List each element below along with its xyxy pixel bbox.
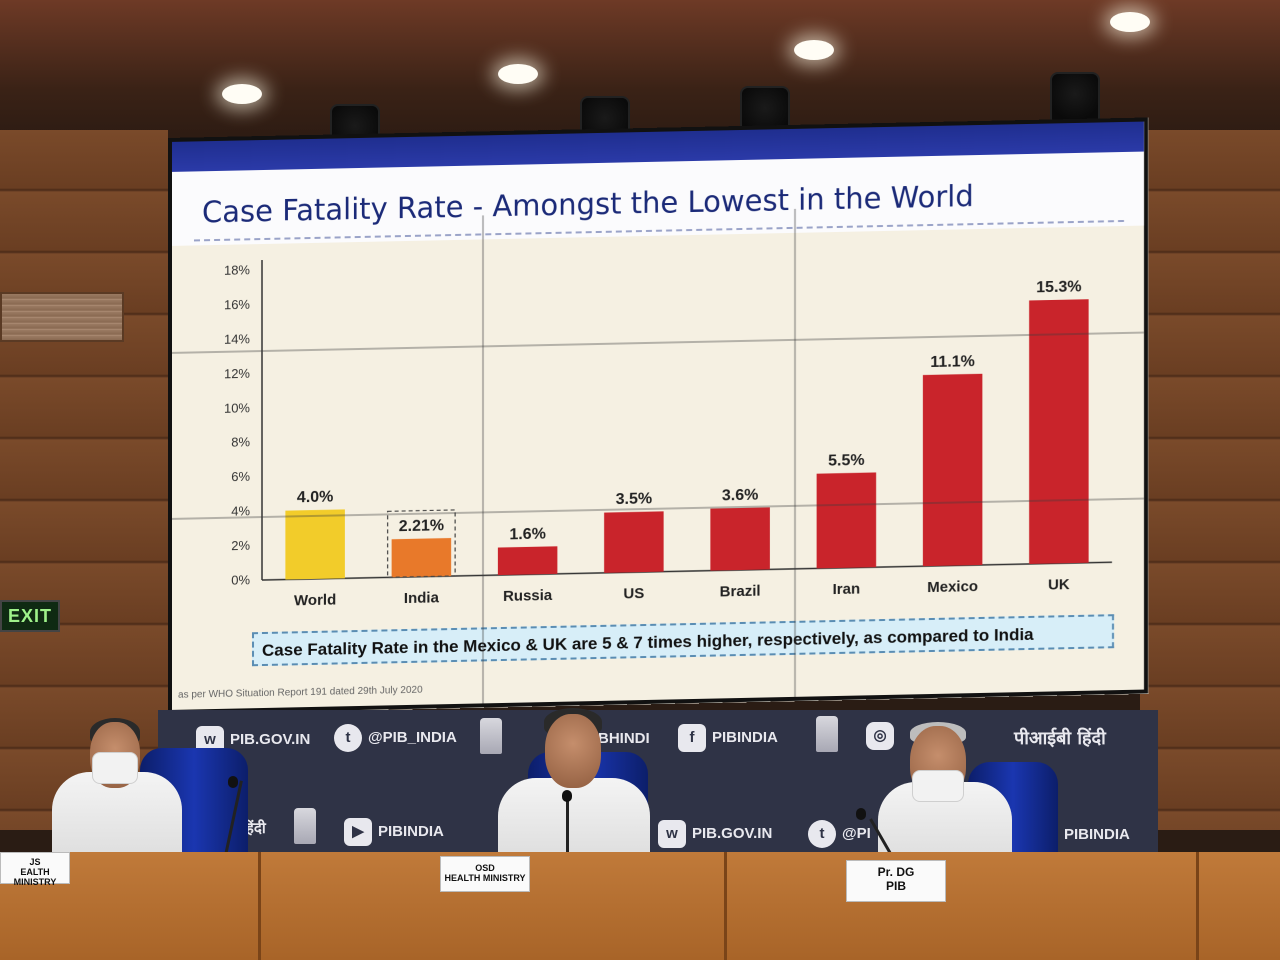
ceiling-light	[222, 84, 262, 104]
display-panel-seam	[794, 208, 796, 697]
category-label-mexico: Mexico	[927, 578, 978, 596]
speaker-center-head	[545, 714, 601, 788]
y-tick-label: 16%	[224, 297, 250, 313]
bar-uk	[1029, 299, 1089, 564]
category-label-india: India	[404, 589, 440, 607]
y-tick-label: 18%	[224, 262, 250, 278]
wall-vent	[0, 292, 124, 342]
y-tick-label: 12%	[224, 366, 250, 382]
value-label-us: 3.5%	[616, 491, 652, 509]
value-label-mexico: 11.1%	[930, 353, 974, 371]
exit-sign: EXIT	[0, 600, 60, 632]
category-label-world: World	[294, 591, 336, 609]
instagram-icon: ◎	[866, 722, 894, 750]
display-panel-seam	[482, 215, 484, 704]
y-tick-label: 0%	[231, 572, 250, 587]
y-tick-label: 10%	[224, 400, 250, 416]
twitter-icon: t	[808, 820, 836, 848]
microphone	[228, 776, 238, 788]
nameplate-center-dept: HEALTH MINISTRY	[444, 873, 526, 883]
ceiling-light	[1110, 12, 1150, 32]
bar-us	[604, 511, 664, 573]
national-emblem-icon	[816, 716, 838, 752]
speaker-right-mask	[912, 770, 964, 802]
value-label-iran: 5.5%	[828, 452, 864, 470]
ceiling-light	[498, 64, 538, 84]
speaker-center-body	[498, 778, 650, 858]
category-label-russia: Russia	[503, 587, 553, 605]
y-tick-label: 4%	[231, 503, 250, 518]
category-label-brazil: Brazil	[720, 583, 761, 601]
nameplate-center: OSD HEALTH MINISTRY	[440, 856, 530, 892]
bar-russia	[497, 546, 558, 576]
facebook-icon: f	[678, 724, 706, 752]
y-tick-label: 6%	[231, 469, 250, 484]
backdrop-facebook: f PIBINDIA	[678, 724, 778, 752]
ceiling-light	[794, 40, 834, 60]
speaker-left-mask	[92, 752, 138, 784]
wood-wall-right	[1140, 130, 1280, 830]
backdrop-youtube: ▶ PIBINDIA	[344, 818, 444, 846]
nameplate-right-title: Pr. DG	[877, 865, 915, 879]
value-label-uk: 15.3%	[1036, 278, 1081, 296]
wood-wall-left	[0, 130, 168, 830]
microphone	[562, 790, 572, 802]
microphone-stand	[566, 796, 569, 856]
bar-mexico	[922, 373, 983, 567]
nameplate-left-title: JS	[29, 857, 41, 867]
nameplate-center-title: OSD	[475, 863, 495, 873]
national-emblem-icon	[294, 808, 316, 844]
press-table	[0, 852, 1280, 960]
table-seam	[1196, 852, 1199, 960]
value-label-brazil: 3.6%	[722, 487, 758, 505]
twitter-icon: t	[334, 724, 362, 752]
backdrop-website-2: w PIB.GOV.IN	[658, 820, 772, 848]
backdrop-twitter: t @PIB_INDIA	[334, 724, 457, 752]
projection-screen: Case Fatality Rate - Amongst the Lowest …	[168, 117, 1148, 714]
bar-brazil	[710, 507, 770, 571]
highlight-box	[387, 509, 456, 579]
backdrop-hindi-fragment: BHINDI	[598, 730, 650, 747]
youtube-icon: ▶	[344, 818, 372, 846]
backdrop-hindi-name: पीआईबी हिंदी	[1014, 728, 1106, 749]
microphone	[856, 808, 866, 820]
y-tick-label: 14%	[224, 331, 250, 347]
category-label-uk: UK	[1048, 576, 1070, 593]
www-icon: w	[658, 820, 686, 848]
value-label-india: 2.21%	[399, 517, 444, 535]
backdrop-twitter-2: t @PI	[808, 820, 871, 848]
nameplate-left: JS EALTH MINISTRY	[0, 852, 70, 887]
y-tick-label: 8%	[231, 434, 250, 449]
nameplate-right: Pr. DG PIB	[846, 860, 946, 902]
bar-india	[391, 538, 452, 578]
value-label-russia: 1.6%	[509, 526, 545, 544]
backdrop-facebook-2: PIBINDIA	[1064, 826, 1130, 843]
national-emblem-icon	[480, 718, 502, 754]
y-tick-label: 2%	[231, 538, 250, 553]
table-seam	[724, 852, 727, 960]
nameplate-right-dept: PIB	[885, 879, 906, 893]
nameplate-left-dept: EALTH MINISTRY	[13, 867, 57, 887]
category-label-iran: Iran	[833, 581, 861, 599]
bar-world	[285, 509, 345, 580]
bar-iran	[816, 472, 877, 569]
table-seam	[258, 852, 261, 960]
fatality-rate-chart: 0% 2% 4% 6% 8% 10% 12% 14% 16% 18% 4.0% World 2.21% I…	[224, 260, 1112, 609]
category-label-us: US	[623, 585, 644, 602]
value-label-world: 4.0%	[297, 489, 333, 507]
